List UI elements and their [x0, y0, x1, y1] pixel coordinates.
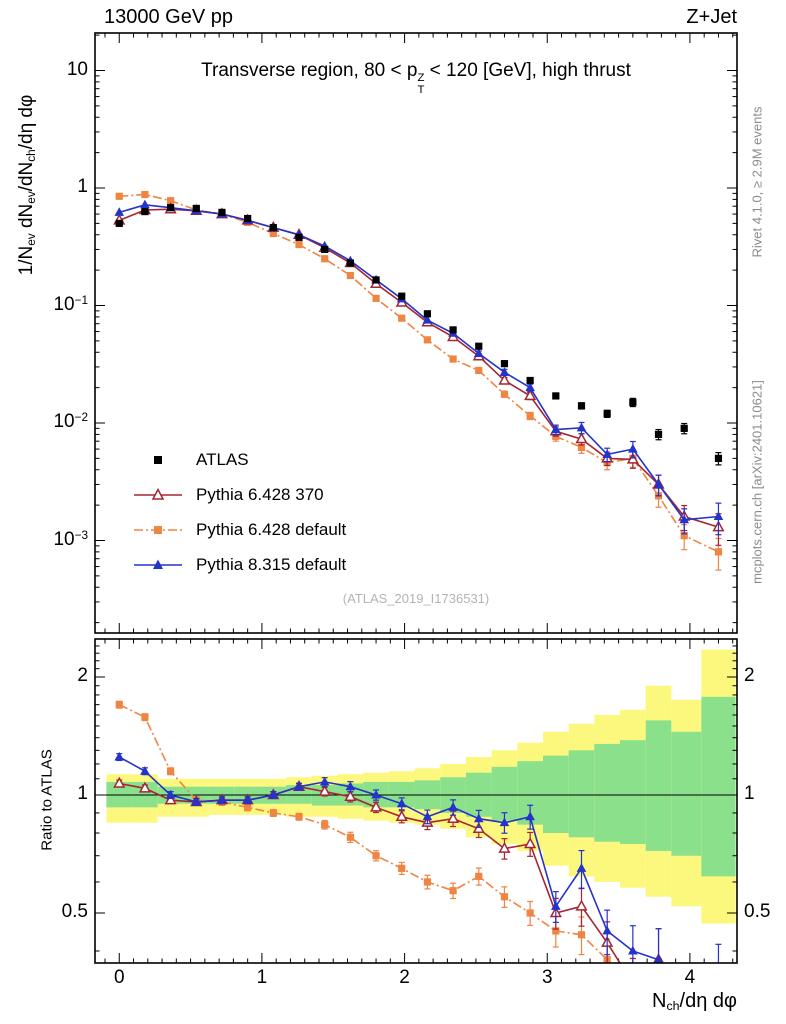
ratio-tick-label-right: 1 [744, 783, 755, 804]
legend-label: Pythia 6.428 370 [196, 484, 324, 504]
ratio-tick-label-right: 2 [744, 665, 755, 686]
legend-item: Pythia 8.315 default [132, 547, 346, 582]
legend-label: ATLAS [196, 449, 249, 469]
legend-marker-icon [154, 455, 162, 464]
y-tick-label: 1 [77, 176, 88, 197]
x-tick-label: 0 [113, 967, 125, 988]
legend-marker-icon [134, 487, 182, 500]
x-axis-label: Nch/dη dφ [652, 990, 737, 1014]
y-tick-label: 10 [66, 58, 88, 80]
rivet-version-note: Rivet 4.1.0, ≥ 2.9M events [749, 106, 765, 258]
legend-item: Pythia 6.428 default [132, 512, 346, 547]
header-beam-energy: 13000 GeV pp [104, 6, 233, 28]
ratio-tick-label-right: 0.5 [744, 901, 771, 922]
y-axis-label: 1/Nev dNev/dNch/dη dφ [16, 94, 38, 276]
mcplots-arxiv-note: mcplots.cern.ch [arXiv:2401.10621] [749, 380, 765, 584]
analysis-watermark: (ATLAS_2019_I1736531) [342, 591, 490, 606]
y-tick-label: 10−3 [53, 528, 88, 550]
legend-marker-icon [134, 525, 182, 534]
legend: ATLAS Pythia 6.428 370 Pythia 6.428 defaul… [132, 442, 346, 582]
x-tick-label: 3 [541, 967, 553, 988]
header-process: Z+Jet [686, 6, 737, 28]
legend-item: Pythia 6.428 370 [132, 477, 346, 512]
legend-marker-icon [134, 559, 182, 569]
legend-item: ATLAS [132, 442, 346, 477]
ratio-tick-label-left: 1 [77, 783, 88, 804]
y-tick-label: 10−1 [53, 293, 88, 315]
x-tick-label: 4 [684, 967, 696, 988]
ratio-y-axis-label: Ratio to ATLAS [38, 749, 56, 851]
ratio-tick-label-left: 2 [77, 665, 88, 686]
x-tick-label: 2 [399, 967, 410, 988]
y-tick-label: 10−2 [53, 411, 88, 432]
legend-label: Pythia 6.428 default [196, 519, 347, 539]
x-tick-label: 1 [256, 967, 268, 988]
ratio-tick-label-left: 0.5 [61, 901, 88, 922]
legend-label: Pythia 8.315 default [196, 554, 347, 574]
